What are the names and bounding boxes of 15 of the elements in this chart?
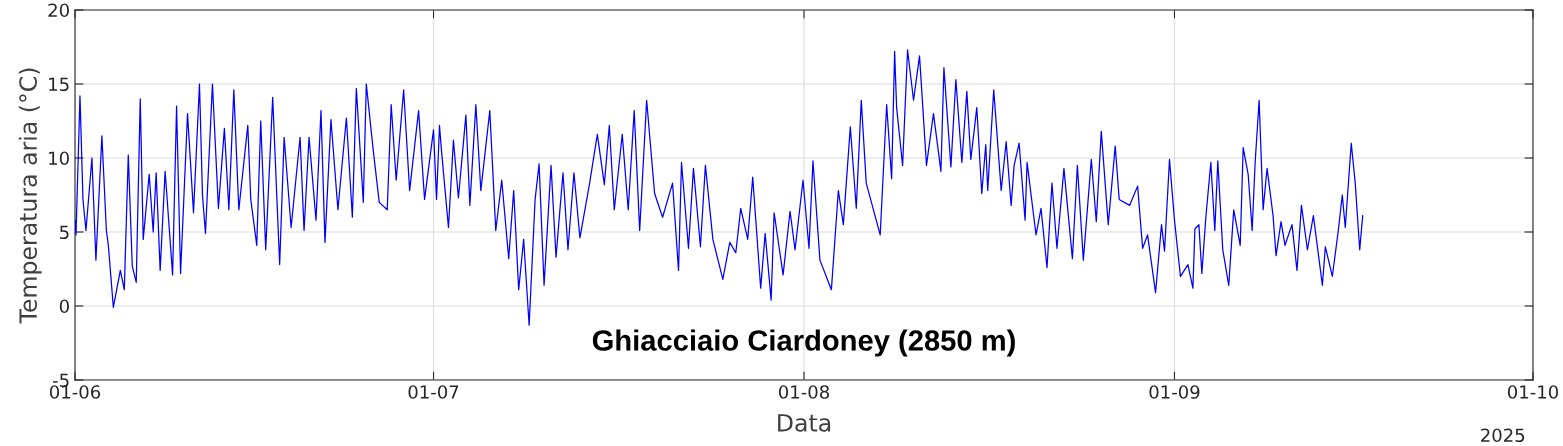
y-tick-label: 15: [49, 77, 69, 92]
x-axis-title: Data: [778, 414, 831, 432]
x-tick-label: 01-07: [408, 385, 459, 399]
x-tick-label: 01-09: [1149, 385, 1200, 399]
y-tick-label: 5: [60, 225, 69, 240]
y-axis-title: Temperatura aria (°C): [18, 68, 42, 324]
y-tick-label: 20: [48, 3, 69, 18]
x-tick-label: 01-06: [49, 385, 101, 399]
text: Ghiacciaio Ciardoney (2850 m): [592, 329, 1015, 357]
y-tick-label: 0: [59, 299, 69, 314]
y-tick-label: 10: [49, 151, 69, 166]
line-series: [75, 49, 1364, 326]
x-tick-label: 01-08: [778, 385, 829, 399]
text: 2025: [1481, 428, 1525, 443]
x-tick-label: 01-10: [1507, 385, 1559, 399]
